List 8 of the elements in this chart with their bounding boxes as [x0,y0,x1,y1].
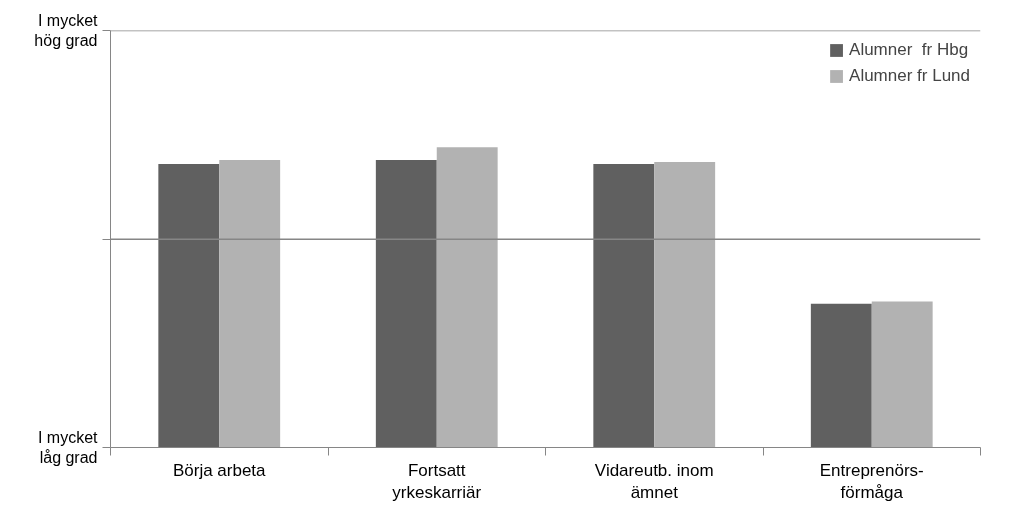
x-tick-label: Börja arbeta [172,460,267,480]
text: I mycket hög grad [34,11,99,50]
legend-label: Alumner fr Hbg [849,40,969,60]
x-tick-label: Fortsatt yrkeskarriär [392,460,482,503]
text: I mycket låg grad [37,428,99,467]
x-tick-label: Vidareutb. inom ämnet [594,460,714,503]
legend-label: Alumner fr Lund [849,66,970,86]
x-tick-label: Entreprenörs-förmåga [819,460,924,503]
